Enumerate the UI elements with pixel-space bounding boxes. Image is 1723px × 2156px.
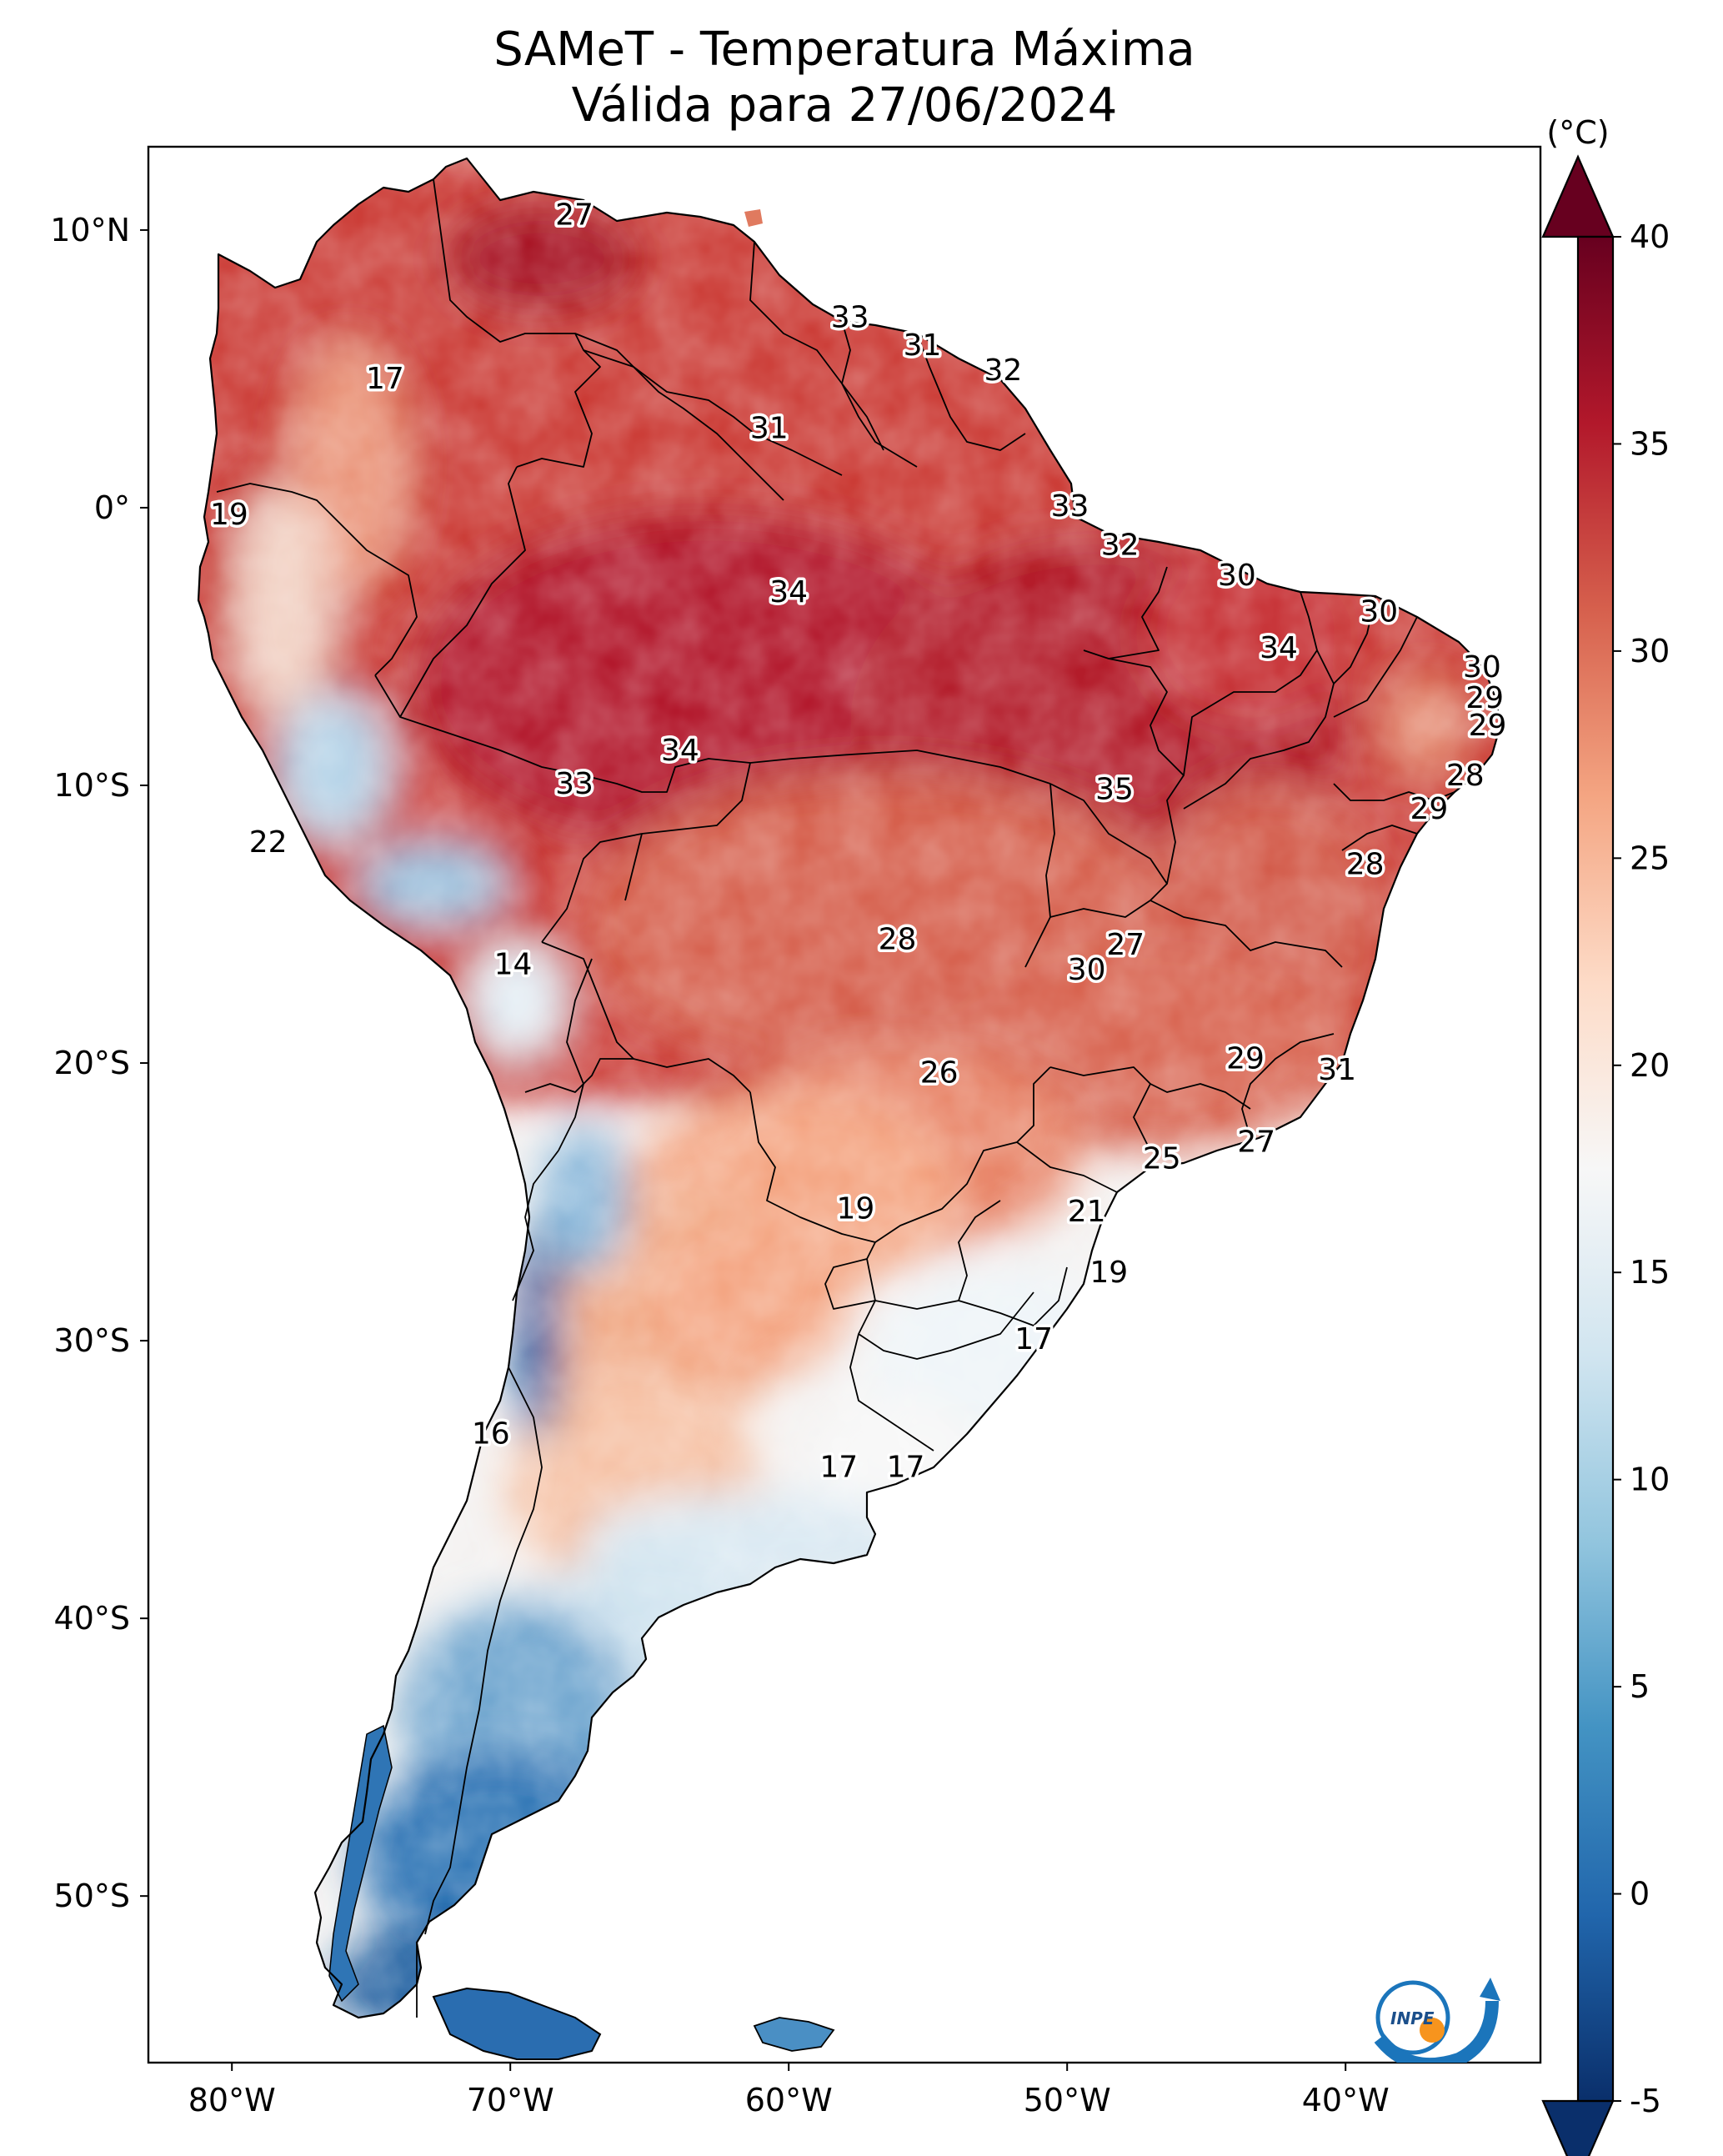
country-borders (216, 178, 1455, 2018)
station-label: 19 (1089, 1256, 1128, 1290)
station-label: 19 (210, 498, 248, 532)
station-label: 34 (661, 734, 699, 768)
station-label: 28 (1346, 848, 1385, 882)
station-label: 31 (750, 412, 789, 446)
latitude-axis: 10°N 0° 10°S 20°S 30°S 40°S 50°S (50, 212, 148, 1914)
colorbar-tick-label: 40 (1630, 218, 1670, 255)
station-label: 29 (1410, 792, 1448, 826)
station-label: 19 (836, 1192, 874, 1226)
colorbar-tick-label: 15 (1630, 1254, 1670, 1291)
svg-text:INPE: INPE (1390, 2008, 1435, 2028)
station-label: 17 (366, 362, 404, 396)
falkland-islands (753, 2017, 835, 2052)
station-label: 30 (1463, 650, 1501, 684)
station-label: 34 (769, 575, 808, 609)
title-line-1: SAMeT - Temperatura Máxima (493, 23, 1195, 77)
tierra-del-fuego (432, 1987, 602, 2060)
station-label: 17 (819, 1450, 858, 1484)
station-label: 21 (1068, 1195, 1106, 1229)
station-label: 27 (1106, 928, 1144, 962)
colorbar-tick-label: 35 (1630, 425, 1670, 462)
station-label: 33 (555, 767, 594, 801)
colorbar-extend-max (1541, 154, 1615, 238)
colorbar: (°C) -5 0 5 10 15 20 25 30 35 40 (1541, 114, 1670, 2156)
colorbar-tick-label: 10 (1630, 1462, 1670, 1498)
station-label: 17 (887, 1450, 925, 1484)
station-label: 28 (879, 923, 917, 957)
station-label: 33 (831, 301, 869, 335)
station-label: 33 (1051, 489, 1089, 524)
station-label: 30 (1360, 595, 1398, 629)
station-label: 32 (984, 353, 1022, 388)
lat-tick-label: 20°S (54, 1045, 130, 1081)
longitude-axis: 80°W 70°W 60°W 50°W 40°W (188, 2063, 1390, 2118)
lat-tick-label: 10°S (54, 767, 130, 804)
station-label: 16 (472, 1416, 510, 1451)
colorbar-tick-label: 30 (1630, 633, 1670, 669)
station-label: 22 (249, 825, 288, 860)
station-label: 31 (904, 328, 942, 363)
station-label: 27 (1237, 1126, 1275, 1160)
colorbar-tick-label: -5 (1630, 2083, 1661, 2119)
chilean-archipelago (328, 1724, 393, 2003)
station-label: 30 (1068, 953, 1106, 987)
station-label: 29 (1226, 1042, 1265, 1076)
lat-tick-label: 0° (94, 489, 130, 526)
station-label: 29 (1465, 681, 1504, 715)
lon-tick-label: 50°W (1024, 2082, 1111, 2118)
station-label: 28 (1446, 759, 1485, 793)
colorbar-bar (1578, 237, 1613, 2101)
coastline-outline (197, 157, 1502, 2019)
title-line-2: Válida para 27/06/2024 (572, 78, 1118, 133)
station-label: 34 (1260, 631, 1298, 665)
lon-tick-label: 60°W (745, 2082, 833, 2118)
title: SAMeT - Temperatura Máxima Válida para 2… (493, 23, 1195, 133)
colorbar-tick-label: 0 (1630, 1876, 1650, 1913)
lon-tick-label: 80°W (188, 2082, 276, 2118)
colorbar-unit: (°C) (1546, 114, 1609, 151)
station-label: 27 (555, 198, 594, 232)
colorbar-tick-label: 20 (1630, 1047, 1670, 1084)
station-label: 32 (1101, 529, 1139, 563)
station-label: 31 (1318, 1053, 1356, 1087)
colorbar-tick-label: 5 (1630, 1668, 1650, 1705)
station-label: 14 (494, 948, 533, 982)
colorbar-tick-label: 25 (1630, 840, 1670, 876)
lat-tick-label: 40°S (54, 1600, 130, 1637)
lon-tick-label: 70°W (467, 2082, 554, 2118)
colorbar-ticks: -5 0 5 10 15 20 25 30 35 40 (1576, 218, 1670, 2119)
colorbar-extend-min (1541, 2099, 1615, 2156)
lat-tick-label: 30°S (54, 1322, 130, 1359)
station-label: 26 (920, 1055, 959, 1090)
lat-tick-label: 50°S (54, 1878, 130, 1914)
station-label: 25 (1143, 1142, 1181, 1176)
trinidad-tobago (744, 209, 763, 227)
station-label: 17 (1014, 1322, 1053, 1356)
station-label: 30 (1218, 559, 1256, 593)
station-label: 35 (1095, 773, 1134, 807)
station-label: 29 (1469, 709, 1507, 743)
colorbar-frame (1576, 235, 1615, 2103)
inpe-logo: INPE (1374, 1978, 1500, 2063)
lat-tick-label: 10°N (50, 212, 130, 248)
lon-tick-label: 40°W (1302, 2082, 1390, 2118)
